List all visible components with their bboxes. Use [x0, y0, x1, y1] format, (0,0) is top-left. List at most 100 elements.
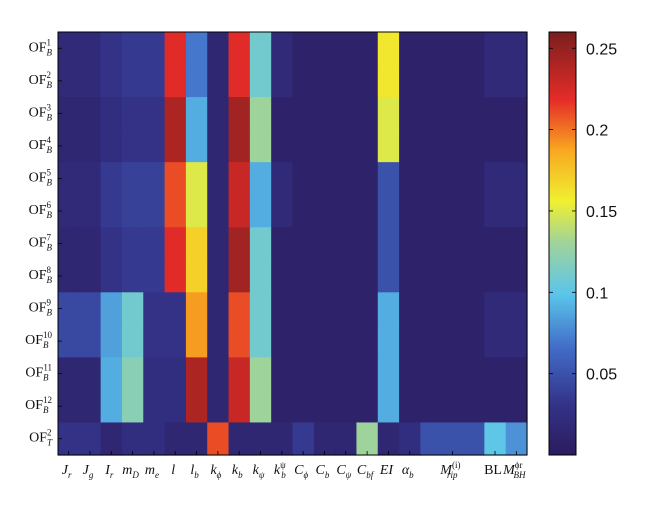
heatmap-cell [79, 292, 102, 326]
heatmap-cell [313, 324, 336, 358]
heatmap-cell [271, 32, 294, 66]
heatmap-cell [271, 259, 294, 293]
heatmap-cell [313, 259, 336, 293]
heatmap-cell [463, 324, 485, 358]
heatmap-cell [249, 422, 272, 456]
heatmap-cell [313, 292, 336, 326]
heatmap-cell [207, 162, 230, 196]
heatmap-cell [420, 32, 443, 66]
heatmap-cell [121, 162, 144, 196]
heatmap-cell [484, 259, 507, 293]
heatmap-cell [484, 129, 507, 163]
heatmap-cell [271, 194, 294, 228]
heatmap-cell [356, 194, 379, 228]
heatmap-cell [420, 129, 443, 163]
heatmap-cell [292, 32, 315, 66]
heatmap-cell [356, 422, 379, 456]
colorbar-tick-label: 0.2 [586, 123, 608, 140]
heatmap-cell [356, 64, 379, 98]
heatmap-cell [143, 324, 166, 358]
heatmap-cell [58, 259, 80, 293]
heatmap-cell [164, 32, 187, 66]
heatmap-cell [271, 324, 294, 358]
heatmap-cell [441, 64, 464, 98]
heatmap-cell [377, 97, 400, 131]
x-tick-label: l [171, 463, 175, 478]
heatmap-cell [399, 422, 422, 456]
heatmap-cell [463, 227, 485, 261]
heatmap-cell [356, 227, 379, 261]
heatmap-cell [164, 259, 187, 293]
x-tick-label: Mϕr BH [502, 460, 526, 480]
x-tick-label: Cbf [357, 463, 375, 480]
heatmap-cell [377, 357, 400, 391]
heatmap-cell [207, 389, 230, 424]
heatmap-cell [143, 227, 166, 261]
heatmap-cell [249, 324, 272, 358]
heatmap-cell [249, 389, 272, 424]
heatmap-cell [185, 227, 208, 261]
heatmap-cell [164, 227, 187, 261]
heatmap-cell [335, 129, 358, 163]
heatmap-cell [79, 194, 102, 228]
x-tick-label: Ir [104, 463, 114, 480]
heatmap-cell [228, 422, 251, 456]
heatmap-cell [463, 32, 485, 66]
heatmap-cell [356, 389, 379, 424]
heatmap-cell [164, 422, 187, 456]
x-tick-label: BL [484, 463, 502, 478]
heatmap-cell [292, 259, 315, 293]
heatmap-cell [185, 97, 208, 131]
heatmap-cell [143, 292, 166, 326]
heatmap-cell [249, 194, 272, 228]
heatmap-cell [420, 64, 443, 98]
heatmap-cell [207, 194, 230, 228]
heatmap-cell [420, 162, 443, 196]
heatmap-cell [313, 357, 336, 391]
heatmap-cell [399, 292, 422, 326]
heatmap-cell [505, 357, 528, 391]
heatmap-cell [420, 357, 443, 391]
heatmap-cell [79, 227, 102, 261]
heatmap-cell [207, 324, 230, 358]
heatmap-cell [420, 194, 443, 228]
heatmap-cell [505, 194, 528, 228]
x-tick-label: kb [232, 463, 243, 480]
heatmap-cell [271, 357, 294, 391]
heatmap-cell [228, 227, 251, 261]
heatmap-cell [484, 389, 507, 424]
heatmap-cell [249, 357, 272, 391]
heatmap-cell [505, 64, 528, 98]
heatmap-cell [335, 389, 358, 424]
heatmap-cell [207, 97, 230, 131]
heatmap-cell [463, 194, 485, 228]
heatmap-cell [228, 194, 251, 228]
heatmap-cell [313, 422, 336, 456]
heatmap-cell [207, 292, 230, 326]
heatmap-cell [377, 324, 400, 358]
heatmap-cell [441, 259, 464, 293]
heatmap-cell [505, 259, 528, 293]
heatmap-cell [143, 422, 166, 456]
heatmap-cell [463, 97, 485, 131]
heatmap-cell [100, 292, 123, 326]
y-tick-label: OF5 B [29, 167, 53, 187]
heatmap-cell [164, 357, 187, 391]
x-tick-label: me [145, 463, 159, 480]
heatmap-cell [271, 227, 294, 261]
heatmap-cell [249, 32, 272, 66]
heatmap-cell [484, 357, 507, 391]
heatmap-cell [271, 64, 294, 98]
heatmap-cell [100, 129, 123, 163]
heatmap-cell [399, 64, 422, 98]
x-tick-label: lb [190, 463, 199, 480]
heatmap-cell [79, 64, 102, 98]
x-tick-label: αb [402, 463, 414, 480]
heatmap-cell [58, 292, 80, 326]
heatmap-cell [121, 259, 144, 293]
heatmap-cell [484, 422, 507, 456]
heatmap-cell [207, 64, 230, 98]
heatmap-cell [100, 357, 123, 391]
